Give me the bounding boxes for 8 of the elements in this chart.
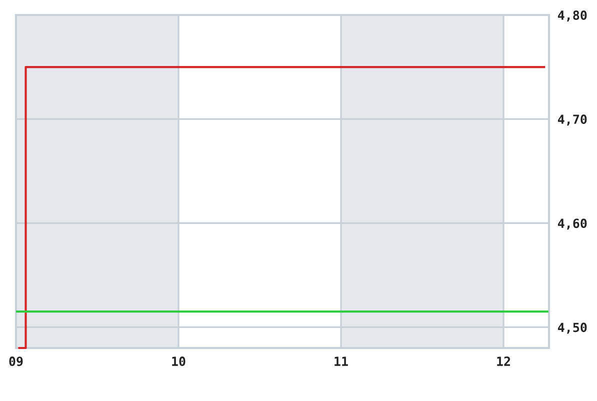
x-tick-label: 09 [9, 356, 23, 366]
y-tick-label: 4,50 [558, 322, 587, 334]
y-tick-label: 4,60 [558, 218, 587, 230]
x-tick-label: 11 [334, 356, 348, 366]
x-tick-label: 12 [497, 356, 510, 366]
y-tick-label: 4,70 [558, 114, 587, 126]
x-tick-label: 10 [172, 356, 186, 366]
y-tick-label: 4,80 [558, 10, 587, 22]
